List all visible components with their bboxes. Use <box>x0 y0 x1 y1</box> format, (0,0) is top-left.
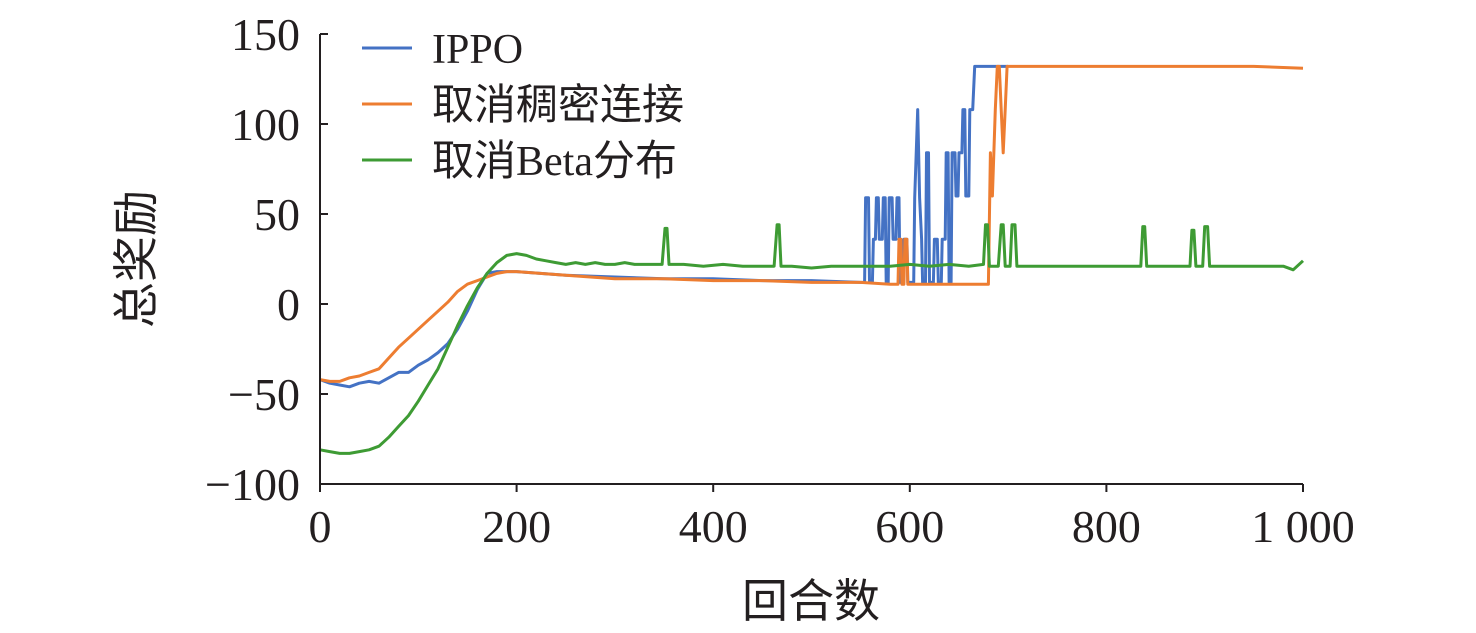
x-tick-label: 800 <box>1072 501 1141 552</box>
y-tick-label: −100 <box>205 459 300 510</box>
y-axis-ticks: −100 −50 0 50 100 150 <box>205 9 328 510</box>
legend-label: IPPO <box>432 27 523 73</box>
x-axis-ticks: 0 200 400 600 800 1 000 <box>309 484 1355 552</box>
y-axis-title: 总奖励 <box>111 190 162 328</box>
series-line-2 <box>319 64 1304 383</box>
series-line-1 <box>319 64 1009 389</box>
legend-label: 取消稠密连接 <box>432 82 684 129</box>
series-lines <box>319 64 1305 455</box>
x-tick-label: 200 <box>482 501 551 552</box>
x-axis-title: 回合数 <box>742 576 880 627</box>
y-tick-label: 100 <box>231 99 300 150</box>
y-tick-label: 0 <box>277 279 300 330</box>
x-tick-label: 600 <box>875 501 944 552</box>
x-tick-label: 400 <box>679 501 748 552</box>
series-line-3 <box>319 223 1305 455</box>
x-tick-label: 0 <box>309 501 332 552</box>
y-tick-label: −50 <box>228 369 300 420</box>
legend-label: 取消Beta分布 <box>432 139 677 185</box>
y-tick-label: 150 <box>231 9 300 60</box>
y-tick-label: 50 <box>254 189 300 240</box>
x-tick-label: 1 000 <box>1251 501 1355 552</box>
